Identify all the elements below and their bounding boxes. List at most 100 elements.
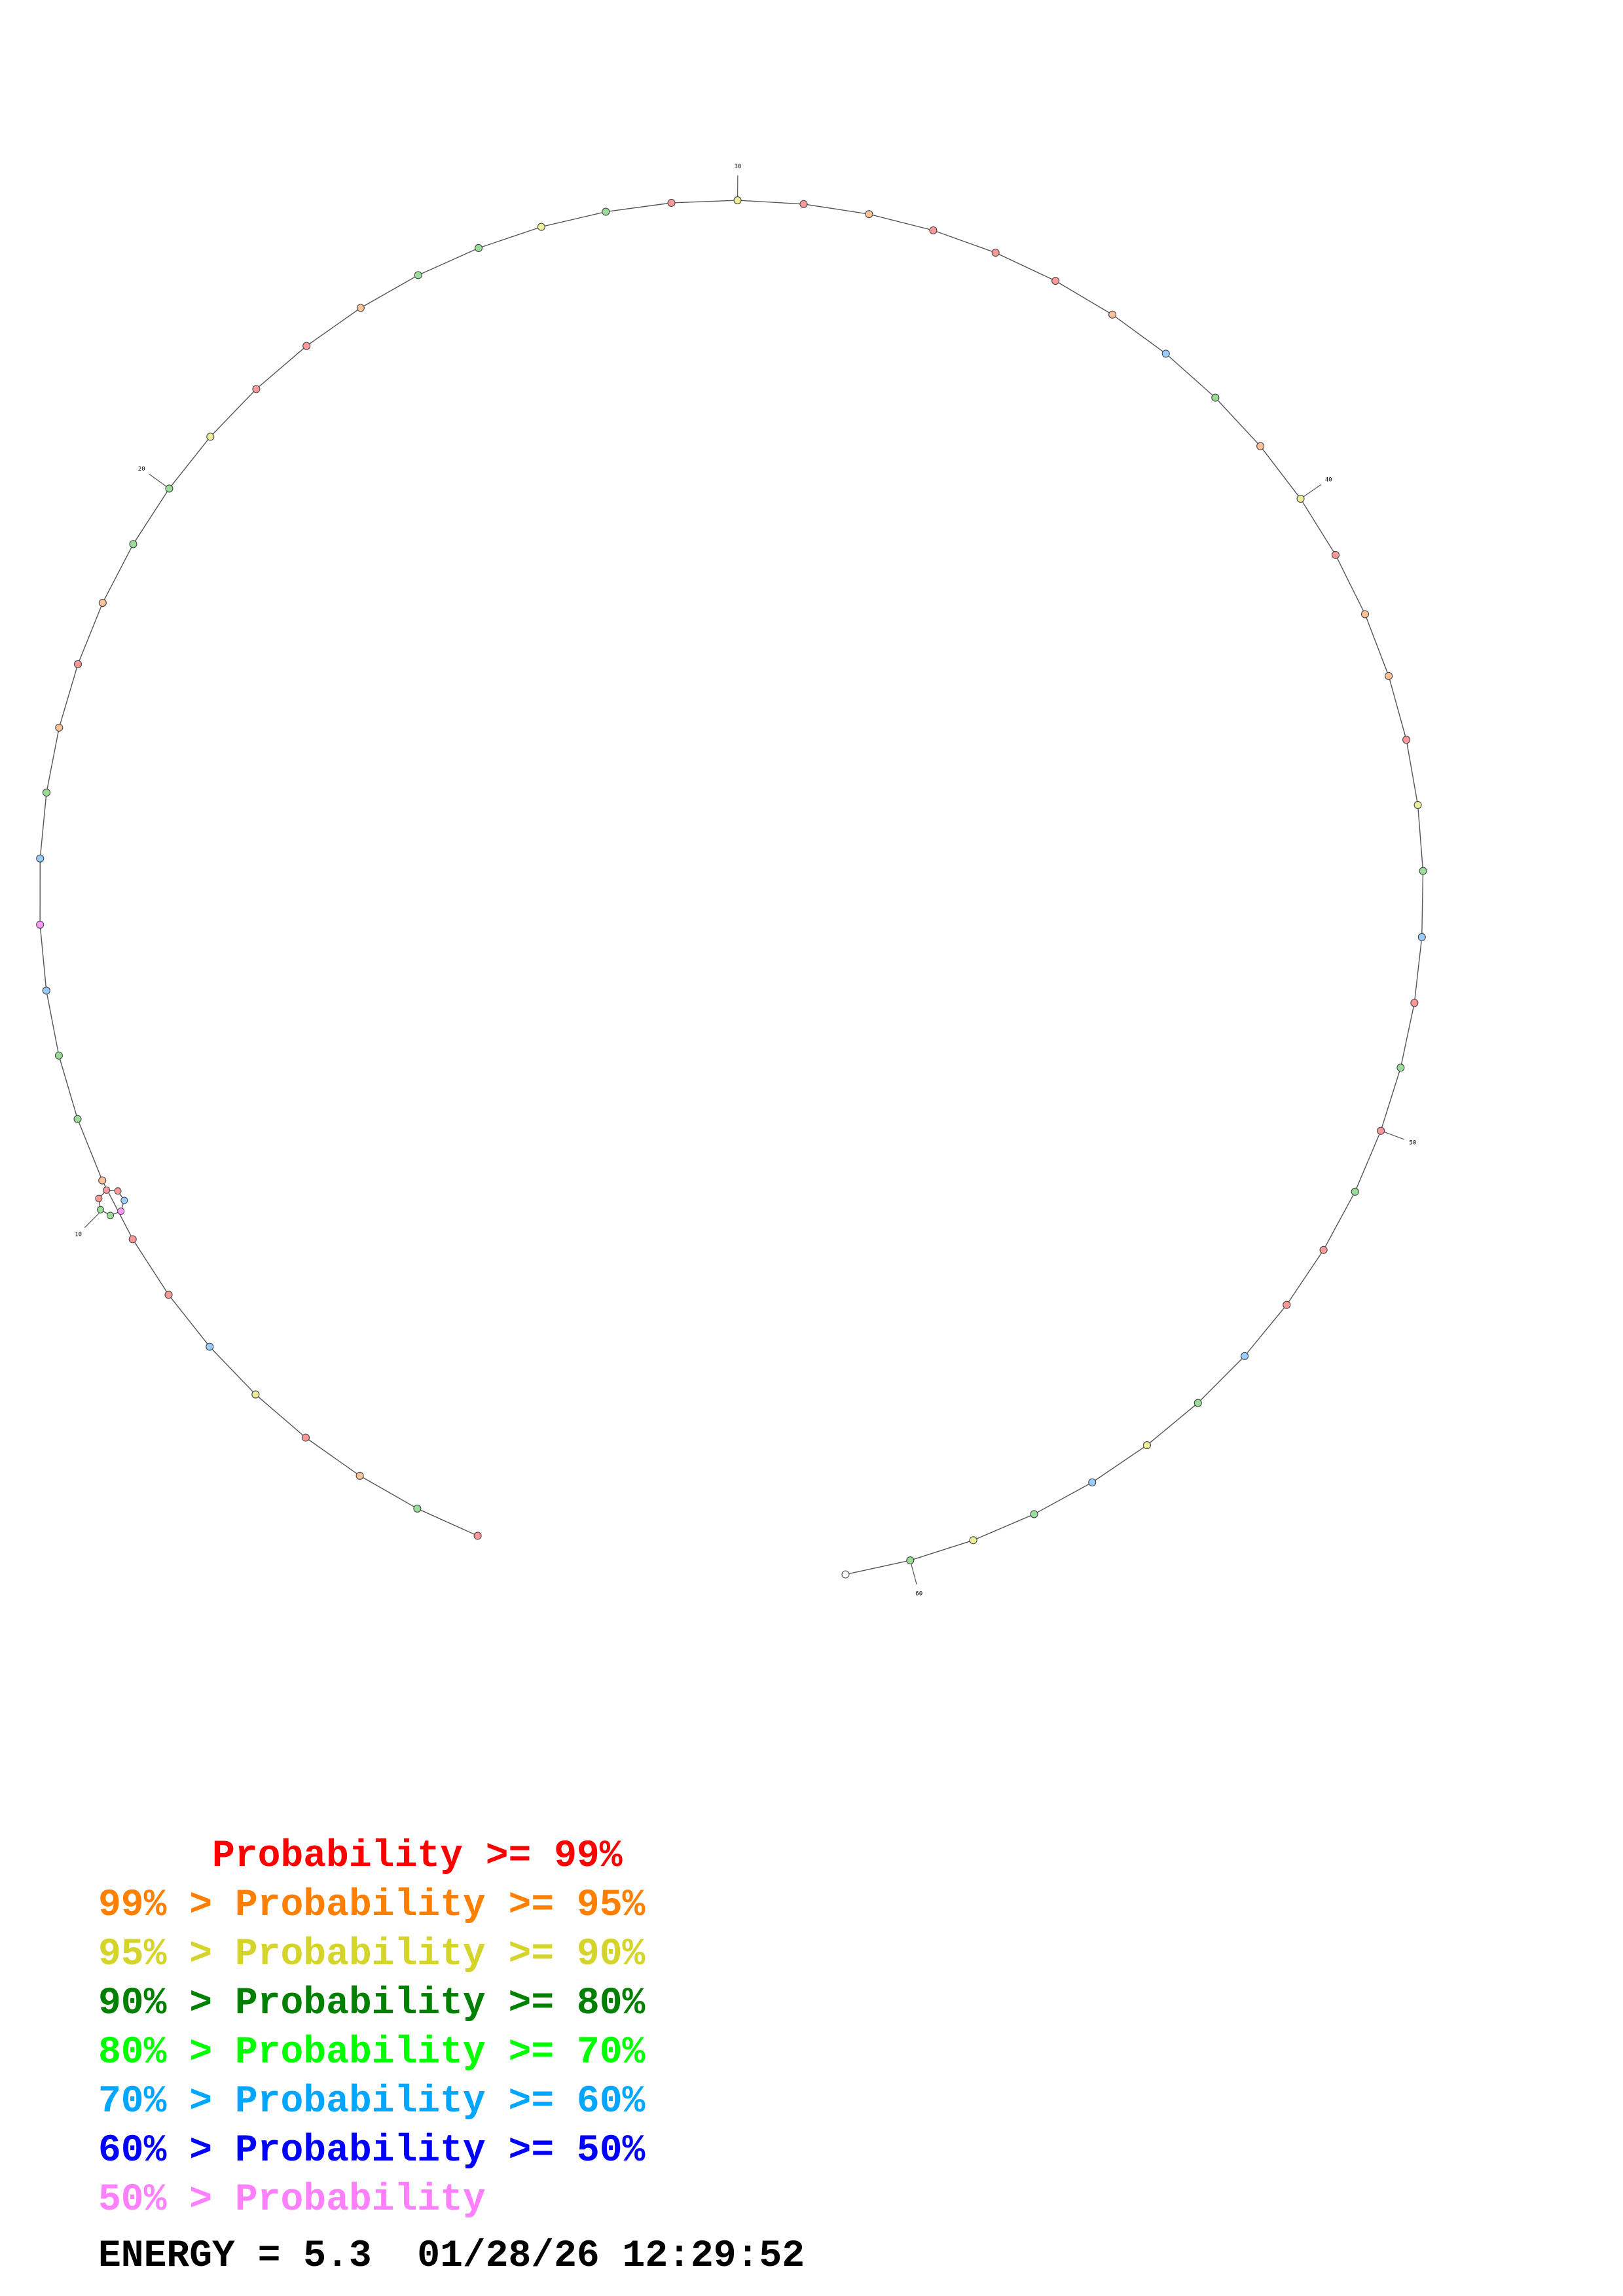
backbone-segment (305, 1437, 360, 1477)
backbone-segment (1364, 614, 1389, 677)
nucleotide (302, 342, 311, 350)
nucleotide (36, 854, 45, 863)
backbone-segment (933, 230, 996, 253)
nucleotide (1108, 310, 1117, 319)
tick-line (1380, 1130, 1404, 1140)
backbone-segment (1413, 937, 1423, 1003)
nucleotide (1419, 867, 1427, 875)
backbone-segment (973, 1513, 1034, 1541)
nucleotide (1142, 1441, 1151, 1450)
backbone-segment (1197, 1355, 1245, 1404)
backbone-segment (46, 727, 60, 793)
backbone-segment (910, 1539, 974, 1561)
backbone-segment (1165, 353, 1216, 399)
backbone-segment (869, 213, 934, 231)
nucleotide (841, 1570, 850, 1579)
backbone-segment (132, 1238, 170, 1295)
legend-row: 90% > Probability >= 80% (98, 1985, 645, 2023)
tick-line (149, 473, 170, 489)
backbone-segment (255, 1394, 306, 1439)
nucleotide (129, 540, 137, 548)
legend-prefix: 95% > (98, 1933, 235, 1976)
nucleotide (252, 385, 261, 393)
backbone-segment (359, 1475, 418, 1509)
nucleotide (473, 1532, 482, 1540)
nucleotide (356, 304, 365, 312)
nucleotide (602, 207, 610, 216)
backbone-segment (1300, 498, 1336, 556)
backbone-segment (77, 1119, 103, 1181)
nucleotide (1377, 1126, 1385, 1135)
legend-prefix: 99% > (98, 1884, 235, 1927)
nucleotide (1410, 999, 1419, 1007)
tick-line (1300, 484, 1322, 499)
nucleotide (537, 223, 545, 231)
loop-nucleotide (96, 1206, 104, 1213)
backbone-segment (995, 252, 1056, 281)
nucleotide (1402, 736, 1411, 744)
backbone-segment (845, 1560, 911, 1575)
nucleotide (98, 598, 107, 607)
backbone-segment (803, 204, 869, 215)
nucleotide (1256, 442, 1265, 450)
nucleotide (667, 198, 676, 207)
nucleotide (969, 1536, 977, 1545)
legend-text: Probability >= 60% (234, 2081, 646, 2123)
nucleotide (1030, 1510, 1038, 1518)
nucleotide (414, 271, 422, 279)
backbone-segment (737, 200, 804, 205)
legend-text: Probability >= 90% (234, 1933, 646, 1976)
nucleotide (301, 1433, 310, 1442)
loop-nucleotide (120, 1196, 128, 1204)
loop-nucleotide (107, 1211, 115, 1219)
backbone-segment (255, 346, 307, 389)
backbone-segment (1286, 1249, 1324, 1306)
backbone-segment (360, 274, 419, 308)
backbone-segment (418, 247, 479, 276)
tick-line (909, 1560, 917, 1585)
nucleotide (98, 1176, 107, 1185)
nucleotide (73, 1115, 82, 1123)
energy-readout: ENERGY = 5.3 01/28/26 12:29:52 (98, 2238, 805, 2276)
backbone-segment (209, 1346, 256, 1395)
legend-text: Probability (234, 2179, 486, 2221)
legend-prefix: 60% > (98, 2130, 235, 2172)
nucleotide (1088, 1478, 1097, 1486)
nucleotide (799, 200, 808, 208)
legend-text: Probability >= 70% (234, 2032, 646, 2074)
nucleotide (1351, 1187, 1359, 1196)
nucleotide (413, 1504, 422, 1513)
nucleotide (206, 1342, 214, 1351)
legend-row: 99% > Probability >= 95% (98, 1887, 645, 1925)
tick-label: 50 (1409, 1140, 1416, 1147)
nucleotide (54, 1051, 63, 1060)
legend-row: 80% > Probability >= 70% (98, 2034, 645, 2072)
nucleotide (1319, 1246, 1328, 1254)
backbone-segment (606, 202, 672, 213)
nucleotide (1194, 1399, 1202, 1407)
nucleotide (42, 788, 51, 797)
backbone-segment (1214, 397, 1261, 447)
loop-nucleotide (114, 1187, 122, 1195)
nucleotide (991, 249, 1000, 257)
nucleotide (1161, 350, 1170, 358)
legend-row: 50% > Probability (98, 2181, 486, 2219)
backbone-segment (58, 1055, 79, 1119)
backbone-segment (168, 436, 211, 489)
backbone-segment (39, 792, 47, 859)
backbone-segment (1421, 870, 1424, 937)
backbone-segment (1417, 804, 1424, 871)
legend-row: 60% > Probability >= 50% (98, 2132, 645, 2170)
nucleotide (929, 226, 938, 235)
tick-label: 20 (138, 466, 145, 473)
backbone-segment (1260, 446, 1302, 499)
tick-layer: 10 20 30 40 50 60 (75, 164, 1416, 1597)
nucleotide (165, 484, 173, 493)
backbone-segment (210, 388, 257, 437)
nucleotide (55, 723, 64, 732)
legend-prefix: 70% > (98, 2081, 235, 2123)
nucleotide (73, 660, 82, 668)
backbone-segment (1244, 1304, 1287, 1357)
tick-label: 10 (75, 1231, 82, 1238)
backbone-segment (77, 602, 103, 665)
